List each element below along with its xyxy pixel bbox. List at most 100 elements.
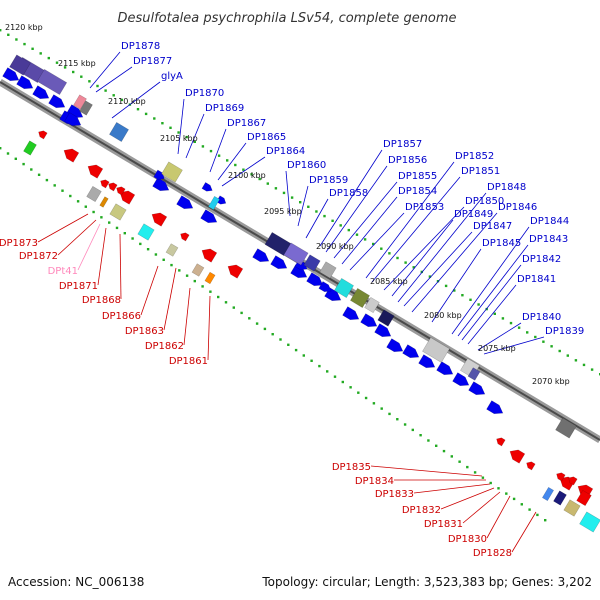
tick-dot — [282, 191, 286, 195]
tick-dot — [364, 396, 368, 400]
gene-label-forward: DP1857 — [383, 139, 422, 150]
gene-label-forward: DP1845 — [482, 238, 521, 249]
tick-dot — [69, 194, 72, 198]
gene-label-reverse: DP1872 — [19, 251, 58, 262]
tick-dot — [88, 80, 91, 83]
reverse-label-leader — [486, 495, 511, 539]
feature-block — [576, 489, 592, 507]
gene-label-forward: DP1844 — [530, 216, 569, 227]
gene-label-forward: DP1856 — [388, 155, 427, 166]
forward-label-leader — [177, 98, 185, 155]
forward-cds-arrow — [176, 195, 194, 209]
tick-dot — [39, 52, 42, 55]
forward-cds-arrow — [360, 313, 378, 327]
feature-block — [319, 261, 337, 279]
gene-label-forward: DP1850 — [465, 196, 504, 207]
scale-label-kbp: 2080 kbp — [424, 311, 462, 320]
tick-dot — [590, 368, 594, 371]
tick-dot — [55, 61, 59, 64]
tick-dot — [357, 391, 360, 394]
forward-cds-arrow — [418, 354, 436, 368]
tick-dot — [153, 117, 156, 120]
gene-label-reverse: DP1871 — [59, 281, 98, 292]
feature-block — [542, 486, 554, 502]
tick-dot — [509, 321, 513, 325]
tick-dot — [427, 439, 430, 442]
forward-label-leader — [391, 219, 454, 297]
genome-title: Desulfotalea psychrophila LSv54, complet… — [117, 11, 456, 26]
tick-dot — [331, 219, 334, 222]
tick-dot — [363, 238, 367, 241]
gene-label-forward: DP1864 — [266, 146, 305, 157]
tick-dot — [0, 29, 2, 32]
feature-block — [553, 490, 567, 506]
feature-block — [579, 511, 600, 533]
forward-cds-arrow — [200, 209, 218, 223]
tick-dot — [201, 285, 204, 288]
feature-block — [161, 161, 183, 183]
tick-dot — [271, 333, 274, 336]
tick-dot — [355, 233, 359, 236]
gene-label-forward: DP1855 — [398, 171, 437, 182]
gene-label-reverse: DP1861 — [169, 356, 208, 367]
tick-dot — [92, 210, 95, 214]
reverse-cds-arrow — [116, 186, 126, 196]
forward-label-leader — [457, 244, 529, 337]
reverse-label-leader — [183, 287, 191, 346]
tick-dot — [15, 38, 18, 41]
feature-block — [377, 309, 395, 327]
reverse-label-leader — [97, 227, 107, 286]
gene-label-reverse: DP1868 — [82, 295, 121, 306]
tick-dot — [349, 386, 352, 389]
tick-dot — [112, 94, 115, 97]
tick-dot — [294, 348, 298, 352]
forward-label-leader — [297, 185, 309, 227]
tick-dot — [520, 503, 523, 506]
reverse-label-leader — [207, 295, 211, 361]
forward-label-leader — [221, 156, 266, 187]
forward-label-leader — [305, 198, 329, 239]
reverse-label-leader — [462, 491, 501, 524]
feature-block — [109, 122, 129, 142]
tick-dot — [477, 303, 480, 306]
tick-dot — [96, 84, 99, 88]
feature-block — [165, 243, 179, 257]
tick-dot — [30, 168, 33, 171]
tick-dot — [248, 317, 251, 320]
reverse-label-leader — [119, 233, 122, 300]
reverse-cds-arrow — [568, 476, 578, 486]
tick-dot — [444, 284, 448, 288]
accession-text: Accession: NC_006138 — [8, 575, 144, 589]
feature-block — [283, 242, 309, 266]
gene-label-forward: DP1843 — [529, 234, 568, 245]
tick-dot — [266, 182, 269, 185]
forward-label-leader — [217, 142, 247, 181]
tick-dot — [403, 423, 407, 426]
gene-label-reverse: DP1830 — [448, 534, 487, 545]
gene-label-forward: DP1877 — [133, 56, 172, 67]
forward-label-leader — [365, 161, 455, 279]
reverse-cds-arrow — [227, 264, 244, 279]
tick-dot — [453, 289, 456, 292]
tick-dot — [497, 487, 500, 490]
tick-dot — [481, 476, 485, 479]
tick-dot — [120, 98, 123, 102]
reverse-cds-arrow — [119, 190, 136, 205]
feature-block — [109, 203, 127, 221]
tick-dot — [154, 253, 158, 256]
tick-dot — [7, 33, 10, 36]
reverse-label-leader — [57, 219, 97, 256]
tick-dot — [428, 275, 432, 278]
scale-labels: 2120 kbp 2115 kbp 2110 kbp 2105 kbp 2100 kbp… — [5, 23, 570, 386]
forward-label-leader — [467, 284, 517, 345]
feature-block — [86, 185, 102, 203]
feature-block — [364, 296, 380, 314]
forward-cds-arrow — [48, 94, 66, 108]
tick-dot — [404, 261, 407, 264]
forward-label-leader — [451, 226, 530, 335]
forward-cds-arrow — [306, 272, 324, 286]
feature-block — [204, 271, 216, 285]
gene-label-forward: DP1870 — [185, 88, 224, 99]
scale-label-kbp: 2105 kbp — [160, 134, 198, 143]
